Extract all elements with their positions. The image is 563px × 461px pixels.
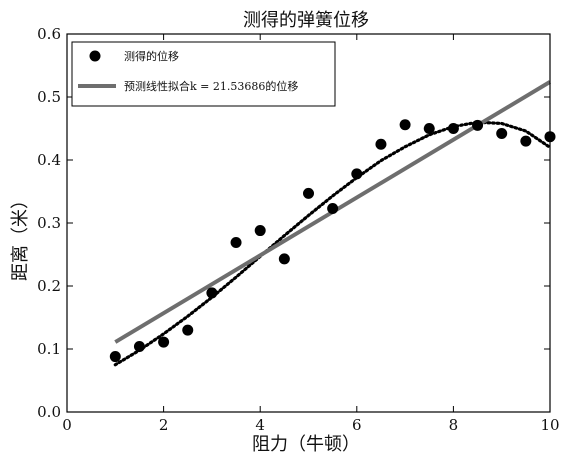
x-tick-label: 10 bbox=[540, 416, 559, 434]
legend-label-fit-line: 预测线性拟合k = 21.53686的位移 bbox=[124, 79, 298, 93]
x-tick-label: 4 bbox=[255, 416, 265, 434]
data-point bbox=[351, 168, 363, 180]
y-tick-label: 0.2 bbox=[37, 277, 61, 295]
y-axis-label: 距离（米） bbox=[10, 191, 31, 281]
chart-title: 测得的弹簧位移 bbox=[243, 10, 369, 31]
y-tick-label: 0.6 bbox=[37, 25, 61, 43]
data-point bbox=[520, 135, 532, 147]
data-point bbox=[375, 138, 387, 150]
legend-label-points: 测得的位移 bbox=[124, 49, 179, 63]
x-tick-label: 6 bbox=[352, 416, 362, 434]
y-tick-label: 0.4 bbox=[37, 151, 61, 169]
data-point bbox=[278, 253, 290, 265]
y-tick-label: 0.5 bbox=[37, 88, 61, 106]
x-axis-ticks: 0 2 4 6 8 10 bbox=[62, 34, 560, 434]
x-tick-label: 8 bbox=[449, 416, 459, 434]
data-point bbox=[327, 203, 339, 215]
legend-box bbox=[71, 41, 336, 107]
plot-area bbox=[66, 33, 556, 413]
data-point bbox=[472, 119, 484, 131]
y-tick-label: 0.3 bbox=[37, 214, 61, 232]
data-point bbox=[206, 287, 218, 299]
y-axis-ticks: 0.0 0.1 0.2 0.3 0.4 0.5 0.6 bbox=[37, 25, 550, 421]
data-point bbox=[109, 351, 121, 363]
data-point bbox=[182, 324, 194, 336]
data-point bbox=[158, 336, 170, 348]
data-point bbox=[254, 225, 266, 237]
x-tick-label: 0 bbox=[62, 416, 72, 434]
legend: 测得的位移 预测线性拟合k = 21.53686的位移 bbox=[71, 41, 336, 107]
y-tick-label: 0.0 bbox=[37, 403, 61, 421]
data-point bbox=[133, 340, 145, 352]
x-axis-label: 阻力（牛顿） bbox=[252, 434, 360, 455]
data-point bbox=[496, 128, 508, 140]
data-point bbox=[447, 123, 459, 134]
data-point bbox=[303, 187, 314, 199]
x-tick-label: 2 bbox=[159, 416, 169, 434]
data-point bbox=[423, 123, 435, 134]
data-point bbox=[399, 119, 411, 131]
data-point bbox=[230, 237, 242, 249]
legend-marker-points bbox=[89, 50, 101, 62]
y-tick-label: 0.1 bbox=[37, 340, 61, 358]
